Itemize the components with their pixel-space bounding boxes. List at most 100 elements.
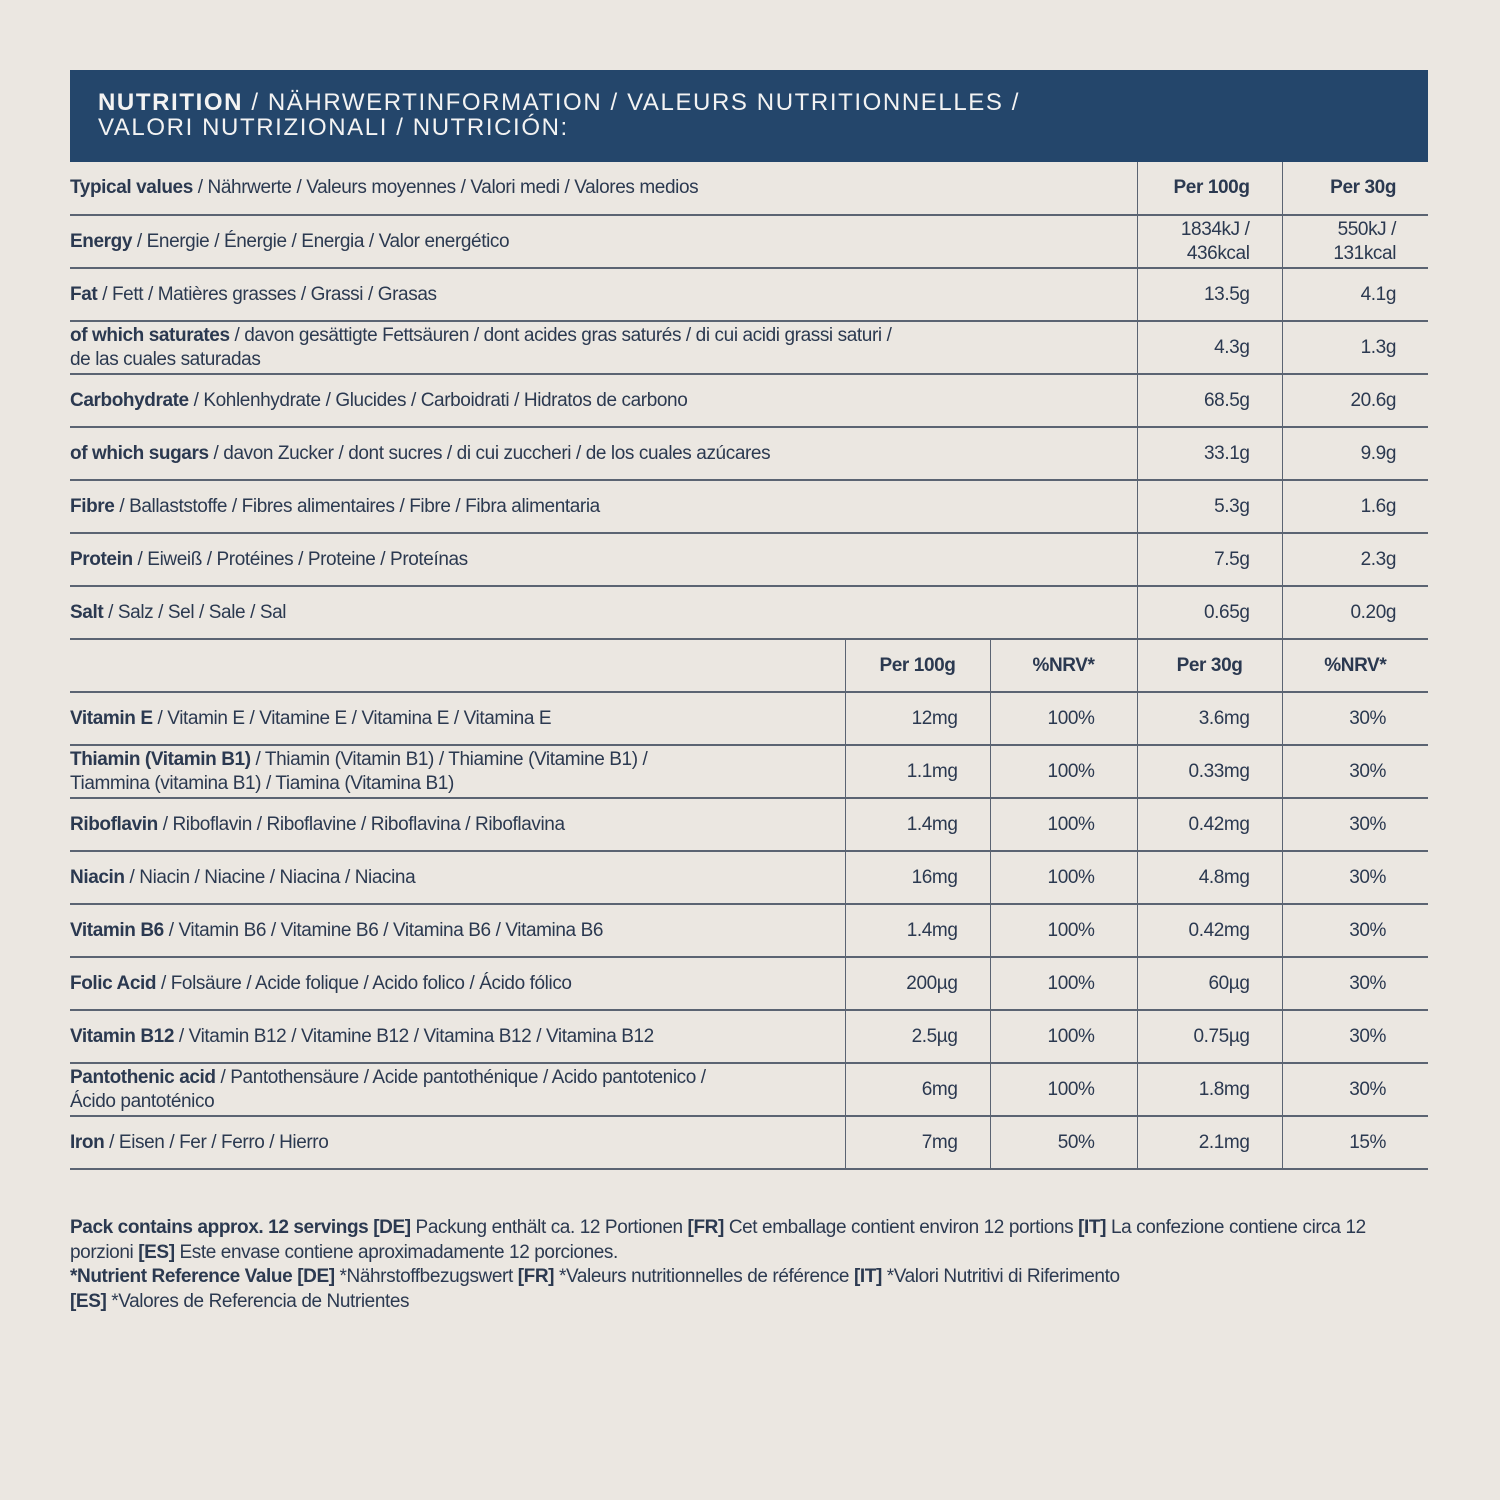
per-30g-value: 0.75µg <box>1136 1010 1283 1064</box>
nutrient-label: of which saturates / davon gesättigte Fe… <box>70 321 1138 375</box>
per-100g-value: 1.1mg <box>844 745 990 799</box>
per-100g-value: 6mg <box>844 1063 990 1117</box>
nrv-100g-value: 100% <box>989 1010 1138 1064</box>
nutrient-label: of which sugars / davon Zucker / dont su… <box>70 427 1138 481</box>
macros-header-row: Typical values / Nährwerte / Valeurs moy… <box>70 162 1429 216</box>
lang-tag: [DE] <box>373 1217 411 1238</box>
nutrient-label: Iron / Eisen / Fer / Ferro / Hierro <box>70 1116 845 1170</box>
per-30g-header: Per 30g <box>1136 639 1283 693</box>
per-30g-value: 0.33mg <box>1136 745 1283 799</box>
note-text: La confezione contiene circa 12 porzioni <box>70 1217 1366 1263</box>
per-30g-value: 4.8mg <box>1136 851 1283 905</box>
per-30g-value: 1.6g <box>1281 480 1429 534</box>
per-30g-value: 2.3g <box>1281 533 1429 587</box>
per-100g-value: 2.5µg <box>844 1010 990 1064</box>
per-30g-value: 3.6mg <box>1136 692 1283 746</box>
nutrient-name-en: Fat <box>70 283 98 305</box>
servings-bold: Pack contains approx. 12 servings <box>70 1217 369 1238</box>
table-row: of which sugars / davon Zucker / dont su… <box>70 427 1429 481</box>
nutrient-name-en: Folic Acid <box>70 972 157 994</box>
lang-tag: [FR] <box>517 1266 555 1287</box>
empty-header-cell <box>70 639 845 693</box>
nrv-30g-value: 30% <box>1281 1063 1429 1117</box>
nutrient-translations: / Energie / Énergie / Energia / Valor en… <box>132 230 510 252</box>
note-text: Cet emballage contient environ 12 portio… <box>723 1217 1079 1238</box>
nrv-100g-value: 100% <box>989 798 1138 852</box>
nrv-100g-value: 100% <box>989 851 1138 905</box>
nrv-100g-value: 100% <box>989 1063 1138 1117</box>
note-text: *Valeurs nutritionnelles de référence <box>554 1266 854 1287</box>
note-text: Packung enthält ca. 12 Portionen <box>410 1217 688 1238</box>
nutrient-translations: / Folsäure / Acide folique / Acido folic… <box>156 972 572 994</box>
nrv-30g-value: 30% <box>1281 798 1429 852</box>
nrv-100g-value: 100% <box>989 745 1138 799</box>
nrv-header: %NRV* <box>1281 639 1429 693</box>
nutrient-name-en: Vitamin B6 <box>70 919 164 941</box>
nutrient-label: Vitamin B6 / Vitamin B6 / Vitamine B6 / … <box>70 904 845 958</box>
nutrient-label: Riboflavin / Riboflavin / Riboflavine / … <box>70 798 845 852</box>
lang-tag: [IT] <box>1078 1217 1107 1238</box>
nutrient-name-en: Fibre <box>70 495 115 517</box>
per-30g-value: 0.20g <box>1281 586 1429 640</box>
per-100g-value: 1.4mg <box>844 904 990 958</box>
note-text: *Valori Nutritivi di Riferimento <box>881 1266 1120 1287</box>
per-100g-header: Per 100g <box>1136 162 1283 216</box>
per-30g-value: 2.1mg <box>1136 1116 1283 1170</box>
nutrient-translations: / Kohlenhydrate / Glucides / Carboidrati… <box>188 389 688 411</box>
per-100g-value: 0.65g <box>1136 586 1283 640</box>
nutrition-table: Typical values / Nährwerte / Valeurs moy… <box>70 162 1429 1170</box>
per-100g-value: 4.3g <box>1136 321 1283 375</box>
per-30g-value: 4.1g <box>1281 268 1429 322</box>
nutrient-translations: / davon gesättigte Fettsäuren / dont aci… <box>70 324 892 370</box>
per-100g-header: Per 100g <box>844 639 990 693</box>
nrv-30g-value: 30% <box>1281 1010 1429 1064</box>
title-bold: NUTRITION <box>98 89 244 116</box>
nutrient-name-en: Vitamin B12 <box>70 1025 175 1047</box>
per-100g-value: 13.5g <box>1136 268 1283 322</box>
table-row: Iron / Eisen / Fer / Ferro / Hierro 7mg 50… <box>70 1116 1429 1170</box>
table-row: Vitamin B12 / Vitamin B12 / Vitamine B12… <box>70 1010 1429 1064</box>
per-30g-value: 0.42mg <box>1136 798 1283 852</box>
table-row: Niacin / Niacin / Niacine / Niacina / Ni… <box>70 851 1429 905</box>
table-row: Riboflavin / Riboflavin / Riboflavine / … <box>70 798 1429 852</box>
nutrient-label: Folic Acid / Folsäure / Acide folique / … <box>70 957 845 1011</box>
nutrient-translations: / Eisen / Fer / Ferro / Hierro <box>104 1131 329 1153</box>
table-row: Pantothenic acid / Pantothensäure / Acid… <box>70 1063 1429 1117</box>
table-row: of which saturates / davon gesättigte Fe… <box>70 321 1429 375</box>
nutrient-label: Salt / Salz / Sel / Sale / Sal <box>70 586 1138 640</box>
table-row: Fat / Fett / Matières grasses / Grassi /… <box>70 268 1429 322</box>
nrv-header: %NRV* <box>989 639 1138 693</box>
per-100g-value: 7mg <box>844 1116 990 1170</box>
table-row: Salt / Salz / Sel / Sale / Sal 0.65g 0.20g <box>70 586 1429 640</box>
title-rest: / NÄHRWERTINFORMATION / VALEURS NUTRITIO… <box>243 89 1021 116</box>
note-text: *Valores de Referencia de Nutrientes <box>106 1290 410 1312</box>
per-100g-value: 16mg <box>844 851 990 905</box>
per-30g-value: 1.3g <box>1281 321 1429 375</box>
nutrient-name-en: Protein <box>70 548 133 570</box>
nutrient-name-en: Pantothenic acid <box>70 1066 216 1088</box>
nutrient-label: Protein / Eiweiß / Protéines / Proteine … <box>70 533 1138 587</box>
nutrient-translations: / Niacin / Niacine / Niacina / Niacina <box>124 866 416 888</box>
per-30g-value: 9.9g <box>1281 427 1429 481</box>
per-30g-header: Per 30g <box>1281 162 1429 216</box>
per-100g-value: 33.1g <box>1136 427 1283 481</box>
per-30g-value: 60µg <box>1136 957 1283 1011</box>
per-100g-value: 1.4mg <box>844 798 990 852</box>
nutrient-label: Pantothenic acid / Pantothensäure / Acid… <box>70 1063 845 1117</box>
per-100g-value: 200µg <box>844 957 990 1011</box>
table-row: Protein / Eiweiß / Protéines / Proteine … <box>70 533 1429 587</box>
nutrient-translations: / Eiweiß / Protéines / Proteine / Proteí… <box>132 548 469 570</box>
table-row: Energy / Energie / Énergie / Energia / V… <box>70 215 1429 269</box>
nutrient-translations: / davon Zucker / dont sucres / di cui zu… <box>208 442 771 464</box>
servings-note: Pack contains approx. 12 servings [DE] P… <box>70 1216 1400 1265</box>
note-text: *Nährstoffbezugswert <box>334 1266 518 1287</box>
nrv-30g-value: 30% <box>1281 904 1429 958</box>
nutrient-translations: / Fett / Matières grasses / Grassi / Gra… <box>97 283 437 305</box>
nutrient-label: Thiamin (Vitamin B1) / Thiamin (Vitamin … <box>70 745 845 799</box>
lang-tag: [IT] <box>853 1266 882 1287</box>
nutrient-label: Niacin / Niacin / Niacine / Niacina / Ni… <box>70 851 845 905</box>
nutrient-name-en: Typical values <box>70 177 193 198</box>
table-row: Vitamin E / Vitamin E / Vitamine E / Vit… <box>70 692 1429 746</box>
nrv-30g-value: 30% <box>1281 957 1429 1011</box>
nutrient-translations: / Riboflavin / Riboflavine / Riboflavina… <box>157 813 565 835</box>
